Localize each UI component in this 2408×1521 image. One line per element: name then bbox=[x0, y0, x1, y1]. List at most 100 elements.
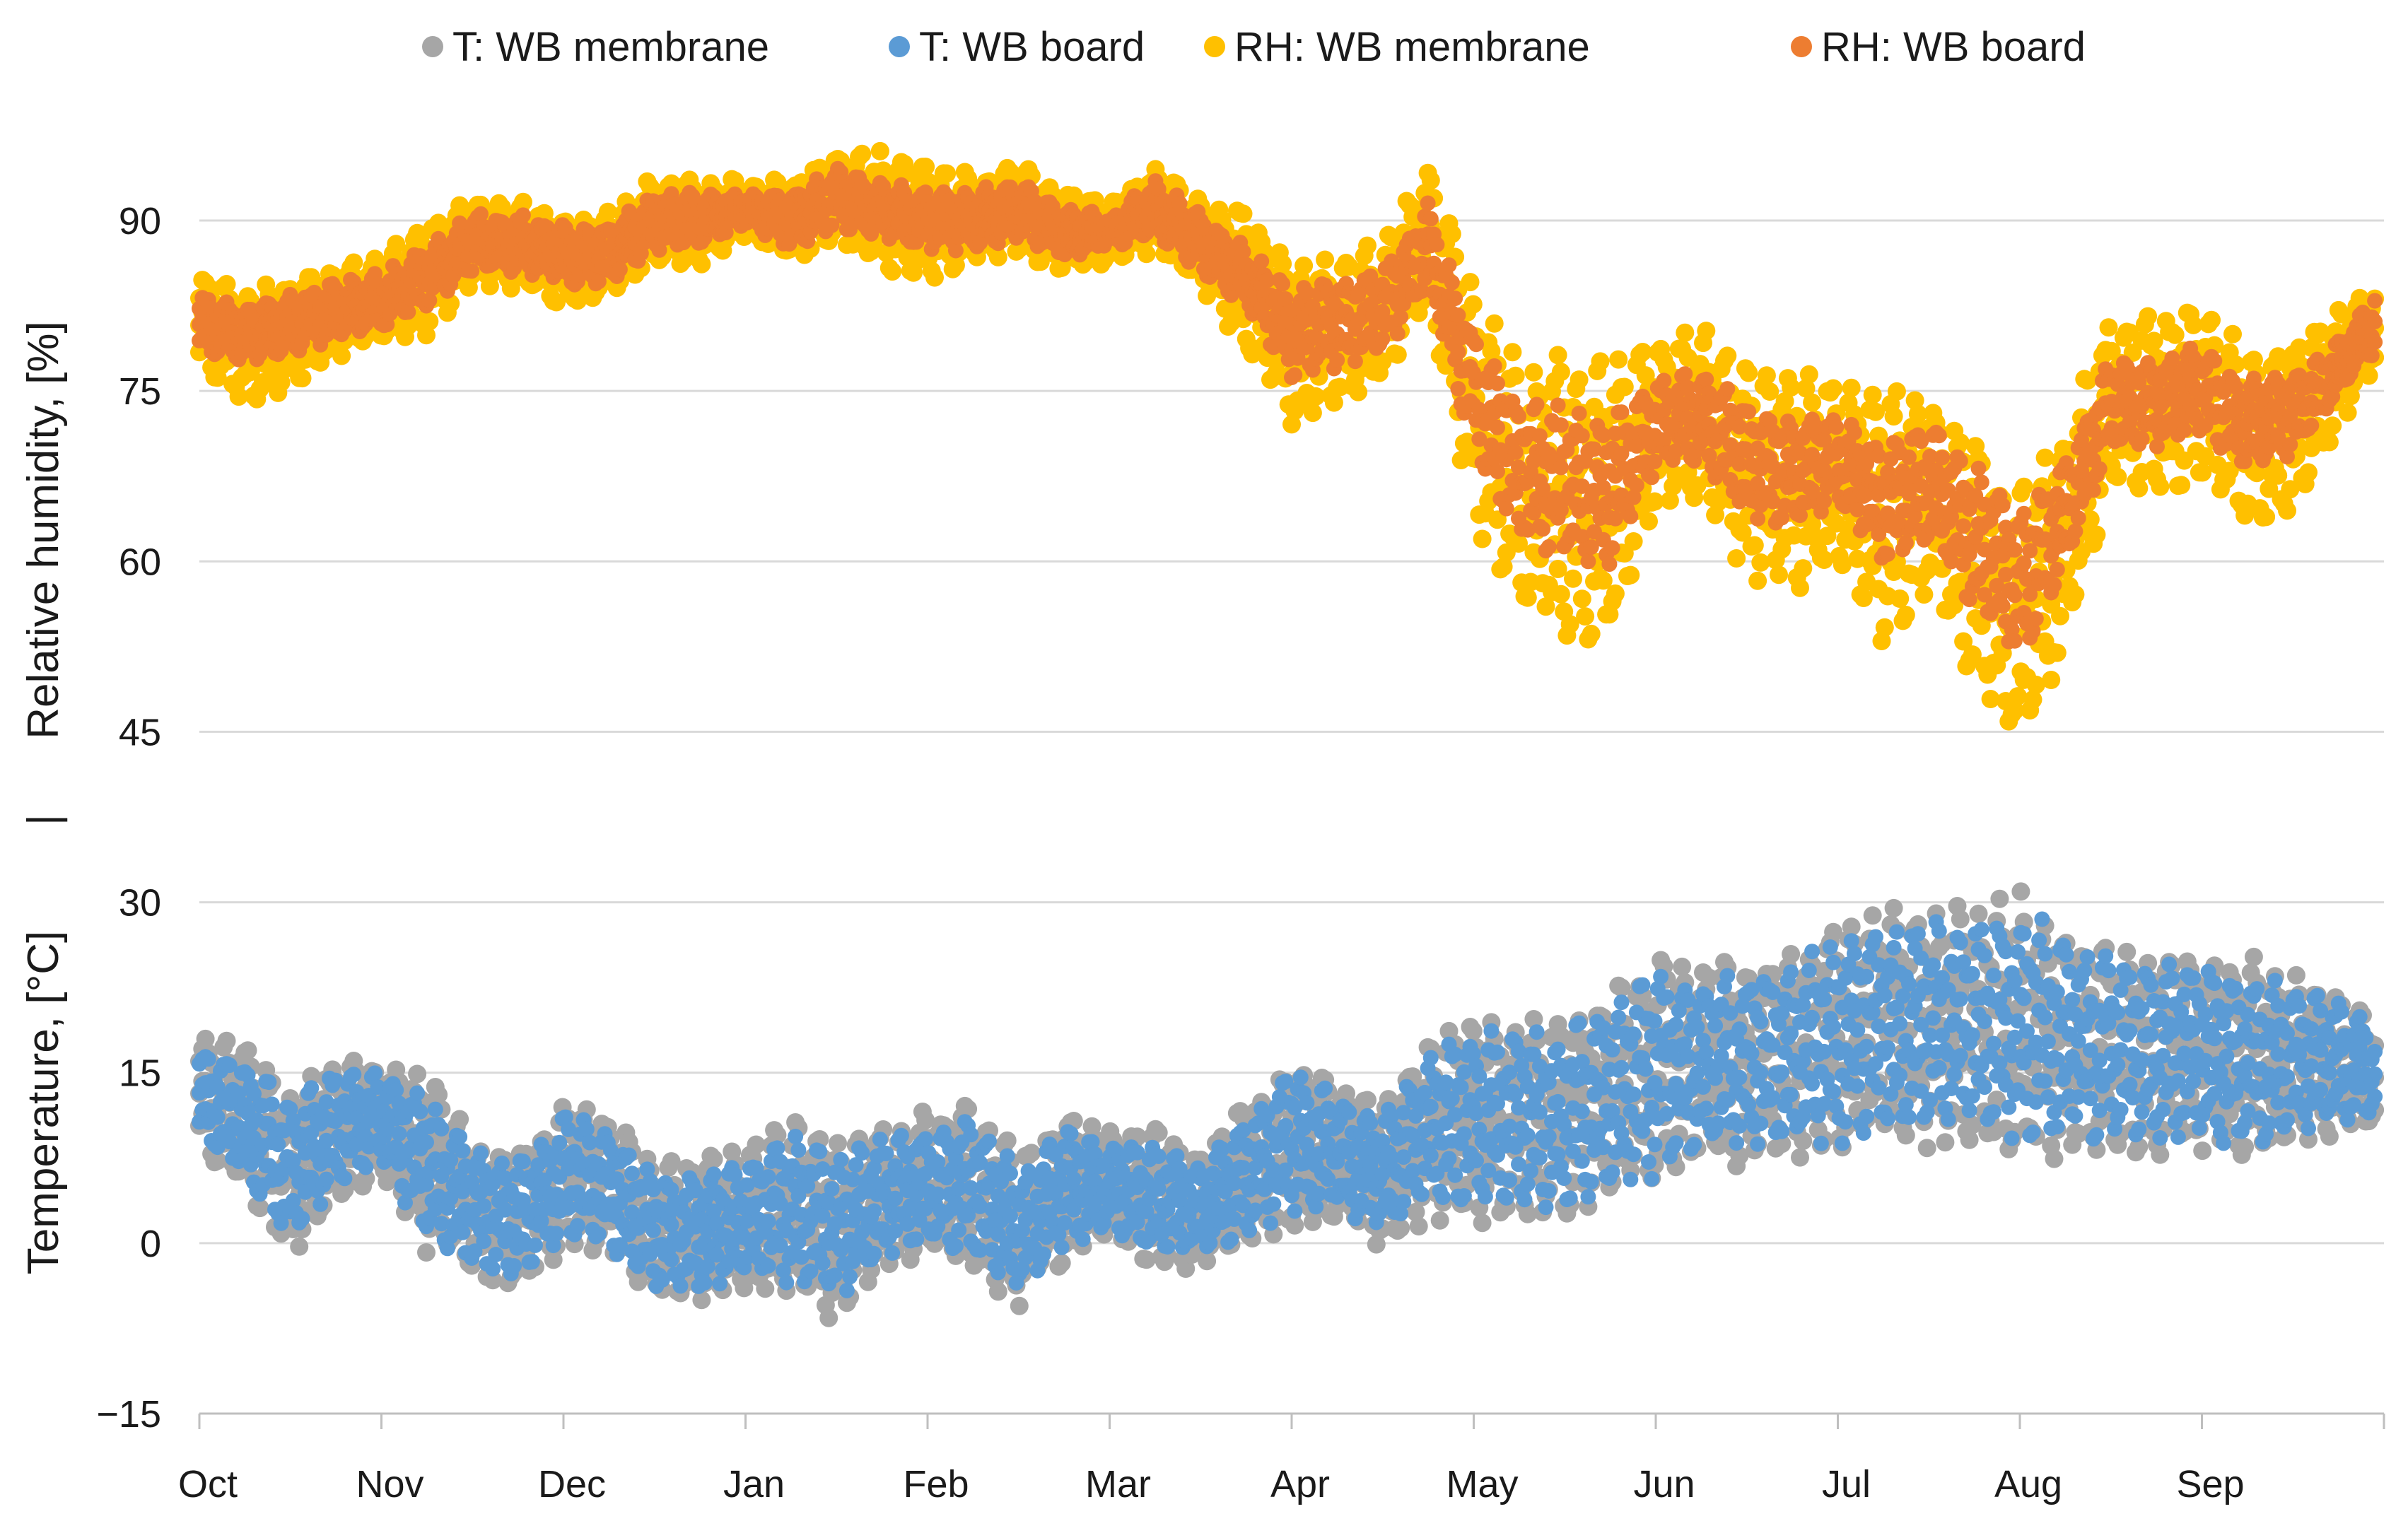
data-point bbox=[2016, 505, 2032, 522]
data-point bbox=[400, 304, 416, 320]
data-point bbox=[450, 1110, 469, 1129]
data-point bbox=[2014, 477, 2033, 496]
data-point bbox=[1733, 523, 1752, 542]
data-point bbox=[1782, 378, 1801, 397]
data-point bbox=[2028, 611, 2044, 627]
data-point bbox=[2257, 507, 2276, 527]
data-point bbox=[2367, 334, 2383, 351]
data-point bbox=[1973, 474, 1989, 491]
data-point bbox=[332, 346, 351, 365]
data-point bbox=[1961, 592, 1977, 608]
data-point bbox=[2051, 606, 2069, 626]
data-point bbox=[1799, 365, 1818, 384]
data-point bbox=[1572, 589, 1591, 609]
data-point bbox=[1896, 606, 1915, 624]
data-point bbox=[1863, 385, 1882, 404]
data-point bbox=[2035, 448, 2055, 467]
data-point bbox=[1490, 419, 1505, 435]
data-point bbox=[1494, 557, 1513, 576]
data-point bbox=[2023, 690, 2042, 709]
data-point bbox=[1951, 433, 1970, 452]
data-point bbox=[2108, 467, 2127, 486]
data-point bbox=[2269, 347, 2288, 366]
data-point bbox=[692, 254, 711, 274]
data-point bbox=[1324, 393, 1343, 412]
data-point bbox=[1770, 565, 1788, 585]
data-point bbox=[2042, 671, 2061, 689]
data-point bbox=[2338, 403, 2357, 422]
data-point bbox=[1374, 331, 1391, 347]
data-point bbox=[2367, 293, 2383, 309]
data-point bbox=[1560, 615, 1579, 634]
data-point bbox=[1644, 469, 1660, 486]
data-point bbox=[2269, 466, 2288, 485]
data-point bbox=[1529, 397, 1545, 413]
data-point bbox=[2320, 433, 2339, 452]
data-point bbox=[1745, 536, 1764, 555]
data-point bbox=[692, 1291, 711, 1310]
data-point bbox=[1524, 363, 1543, 382]
data-point bbox=[1698, 371, 1714, 387]
data-point bbox=[229, 387, 248, 406]
data-point bbox=[1884, 407, 1903, 426]
data-point bbox=[1421, 171, 1440, 190]
data-point bbox=[1137, 245, 1156, 264]
data-point bbox=[1760, 382, 1779, 401]
data-point bbox=[1815, 551, 1834, 569]
data-point bbox=[1468, 336, 1484, 353]
data-point bbox=[1633, 343, 1652, 361]
data-point bbox=[819, 1308, 838, 1327]
data-point bbox=[1273, 254, 1292, 274]
data-point bbox=[293, 369, 312, 388]
data-point bbox=[1660, 491, 1679, 510]
data-point bbox=[2363, 348, 2380, 364]
data-point bbox=[1548, 560, 1567, 578]
data-point bbox=[1507, 444, 1524, 460]
data-point bbox=[1294, 256, 1314, 275]
data-point bbox=[1739, 363, 1758, 382]
data-point bbox=[1576, 607, 1595, 626]
data-point bbox=[1551, 585, 1570, 604]
data-point bbox=[1358, 236, 1377, 255]
data-point bbox=[1606, 584, 1625, 603]
data-point bbox=[417, 1243, 436, 1262]
data-point bbox=[464, 263, 480, 279]
data-point bbox=[1518, 588, 1537, 607]
data-point bbox=[598, 202, 617, 221]
data-point bbox=[568, 291, 587, 310]
data-point bbox=[1422, 211, 1439, 227]
data-point bbox=[2367, 313, 2383, 329]
data-point bbox=[1718, 346, 1737, 365]
data-point bbox=[1506, 366, 1525, 385]
data-point bbox=[1970, 460, 1987, 476]
data-point bbox=[2184, 315, 2203, 334]
data-point bbox=[1963, 645, 1982, 664]
data-point bbox=[2278, 501, 2296, 520]
data-point bbox=[1791, 578, 1809, 597]
data-point bbox=[2049, 561, 2065, 577]
data-point bbox=[1498, 500, 1514, 517]
data-point bbox=[1463, 295, 1483, 314]
data-point bbox=[1287, 367, 1303, 383]
data-point bbox=[1490, 375, 1505, 392]
data-point bbox=[1994, 498, 2011, 514]
data-point bbox=[1275, 276, 1291, 292]
data-point bbox=[1609, 350, 1628, 369]
data-point bbox=[1915, 585, 1934, 604]
data-point bbox=[1329, 352, 1345, 368]
data-point bbox=[1553, 459, 1569, 476]
data-point bbox=[1551, 363, 1570, 382]
data-point bbox=[1757, 366, 1776, 385]
data-point bbox=[547, 293, 566, 312]
data-point bbox=[1981, 690, 2000, 708]
data-point bbox=[1628, 477, 1644, 493]
data-point bbox=[2244, 351, 2263, 370]
data-point bbox=[2009, 687, 2028, 706]
data-point bbox=[1548, 346, 1567, 365]
series-layer bbox=[190, 141, 2385, 1327]
data-point bbox=[1349, 382, 1368, 401]
data-point bbox=[1473, 529, 1492, 548]
data-point bbox=[1719, 381, 1736, 397]
data-point bbox=[1570, 370, 1589, 389]
